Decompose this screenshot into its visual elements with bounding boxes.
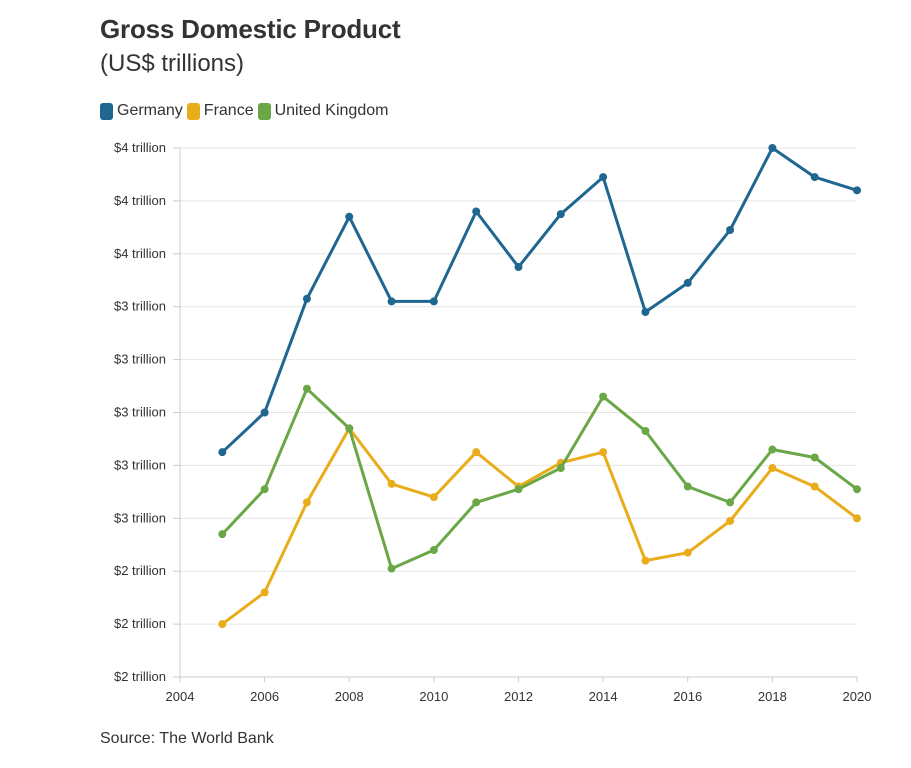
data-point-united-kingdom-2013[interactable] xyxy=(556,464,565,473)
legend-item-france[interactable]: France xyxy=(186,102,254,120)
data-point-germany-2008[interactable] xyxy=(345,212,354,221)
x-tick-label-8: 2020 xyxy=(843,689,872,704)
data-point-united-kingdom-2014[interactable] xyxy=(599,392,608,401)
legend-item-germany[interactable]: Germany xyxy=(100,102,183,120)
series-line-united-kingdom xyxy=(220,387,859,571)
y-tick-label-0: $2 trillion xyxy=(114,669,166,684)
chart-title: Gross Domestic Product xyxy=(100,14,401,44)
data-point-united-kingdom-2017[interactable] xyxy=(726,498,735,507)
chart-subtitle: (US$ trillions) xyxy=(100,50,245,77)
data-point-france-2014[interactable] xyxy=(599,448,608,457)
x-tick-label-5: 2014 xyxy=(589,689,618,704)
x-tick-label-1: 2006 xyxy=(250,689,279,704)
legend-label-germany: Germany xyxy=(117,102,183,119)
legend-item-united-kingdom[interactable]: United Kingdom xyxy=(257,102,389,120)
series-line-germany xyxy=(220,146,859,454)
y-tick-label-1: $2 trillion xyxy=(114,616,166,631)
data-point-germany-2011[interactable] xyxy=(472,207,481,216)
data-point-germany-2007[interactable] xyxy=(302,294,311,303)
data-point-france-2007[interactable] xyxy=(302,498,311,507)
y-tick-label-6: $3 trillion xyxy=(114,352,166,367)
data-point-united-kingdom-2009[interactable] xyxy=(387,564,396,573)
data-point-united-kingdom-2016[interactable] xyxy=(683,482,692,491)
legend-label-united-kingdom: United Kingdom xyxy=(274,102,389,119)
data-point-united-kingdom-2010[interactable] xyxy=(429,546,438,555)
x-tick-label-3: 2010 xyxy=(419,689,448,704)
data-point-united-kingdom-2008[interactable] xyxy=(345,424,354,433)
y-tick-label-3: $3 trillion xyxy=(114,510,166,525)
data-point-germany-2018[interactable] xyxy=(768,144,777,152)
data-point-germany-2019[interactable] xyxy=(810,173,819,182)
data-point-france-2016[interactable] xyxy=(683,548,692,557)
data-point-germany-2012[interactable] xyxy=(514,263,523,272)
y-tick-label-8: $4 trillion xyxy=(114,246,166,261)
data-point-germany-2020[interactable] xyxy=(853,186,861,195)
x-tick-label-0: 2004 xyxy=(166,689,195,704)
y-tick-label-5: $3 trillion xyxy=(114,405,166,420)
y-tick-label-2: $2 trillion xyxy=(114,563,166,578)
data-point-france-2005[interactable] xyxy=(218,620,227,629)
data-point-united-kingdom-2019[interactable] xyxy=(810,453,819,462)
series-line-france xyxy=(220,426,859,626)
data-point-united-kingdom-2005[interactable] xyxy=(218,530,227,539)
data-point-germany-2009[interactable] xyxy=(387,297,396,306)
data-point-germany-2013[interactable] xyxy=(556,210,565,219)
data-point-germany-2015[interactable] xyxy=(641,307,650,316)
data-point-france-2018[interactable] xyxy=(768,464,777,473)
data-point-france-2017[interactable] xyxy=(726,516,735,525)
y-tick-label-7: $3 trillion xyxy=(114,299,166,314)
legend-swatch-germany xyxy=(100,102,113,120)
data-point-united-kingdom-2020[interactable] xyxy=(853,485,861,494)
legend-swatch-france xyxy=(186,102,200,120)
data-point-france-2009[interactable] xyxy=(387,479,396,488)
x-tick-label-2: 2008 xyxy=(335,689,364,704)
data-point-germany-2016[interactable] xyxy=(683,278,692,287)
line-chart: $2 trillion $2 trillion $2 trillion $3 tril… xyxy=(114,140,872,704)
data-point-france-2006[interactable] xyxy=(260,588,269,597)
data-point-united-kingdom-2011[interactable] xyxy=(472,498,481,507)
data-point-germany-2017[interactable] xyxy=(726,225,735,234)
data-point-germany-2006[interactable] xyxy=(260,408,269,417)
legend-label-france: France xyxy=(203,102,254,119)
x-tick-label-7: 2018 xyxy=(758,689,787,704)
legend-swatch-united-kingdom xyxy=(257,102,271,120)
data-point-france-2019[interactable] xyxy=(810,482,819,491)
data-point-united-kingdom-2018[interactable] xyxy=(768,445,777,454)
y-tick-label-4: $3 trillion xyxy=(114,457,166,472)
y-tick-label-10: $4 trillion xyxy=(114,140,166,155)
data-point-france-2010[interactable] xyxy=(429,493,438,502)
data-point-germany-2005[interactable] xyxy=(218,448,227,457)
source-note: Source: The World Bank xyxy=(100,730,274,747)
data-point-germany-2014[interactable] xyxy=(599,173,608,182)
data-point-united-kingdom-2015[interactable] xyxy=(641,427,650,436)
x-tick-label-6: 2016 xyxy=(673,689,702,704)
data-point-france-2015[interactable] xyxy=(641,556,650,565)
y-tick-label-9: $4 trillion xyxy=(114,193,166,208)
data-point-united-kingdom-2007[interactable] xyxy=(302,384,311,393)
data-point-france-2020[interactable] xyxy=(853,514,861,523)
x-tick-label-4: 2012 xyxy=(504,689,533,704)
data-point-france-2011[interactable] xyxy=(472,448,481,457)
data-point-germany-2010[interactable] xyxy=(429,297,438,306)
data-point-united-kingdom-2012[interactable] xyxy=(514,485,523,494)
data-point-united-kingdom-2006[interactable] xyxy=(260,485,269,494)
legend: Germany France United Kingdom xyxy=(100,102,392,120)
